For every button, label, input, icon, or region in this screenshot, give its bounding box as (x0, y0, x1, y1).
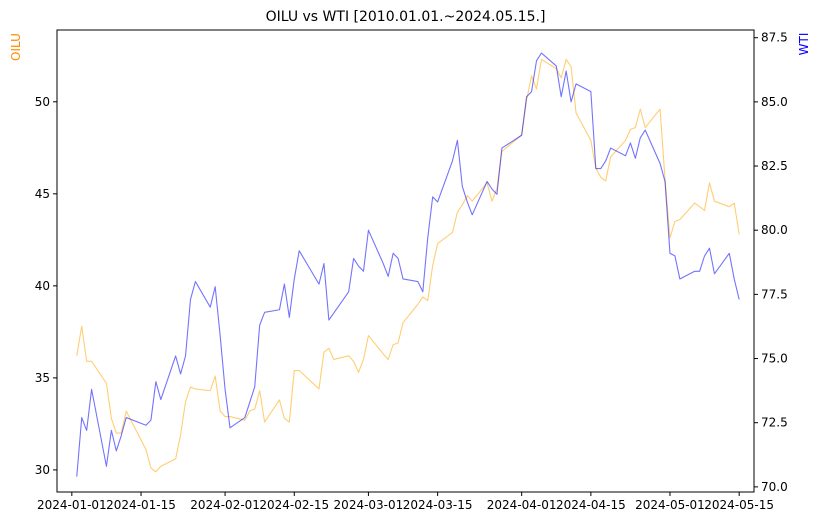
left-y-tick-label: 50 (35, 95, 50, 109)
right-y-tick-label: 85.0 (761, 95, 788, 109)
series-line-wti (76, 52, 740, 477)
left-y-tick-label: 40 (35, 279, 50, 293)
left-y-tick-label: 35 (35, 371, 50, 385)
x-tick-label: 2024-03-01 (334, 498, 404, 512)
right-y-tick-label: 77.5 (761, 287, 788, 301)
right-y-tick-label: 72.5 (761, 416, 788, 430)
x-tick-label: 2024-04-01 (487, 498, 557, 512)
x-tick-label: 2024-02-15 (259, 498, 329, 512)
left-y-tick-label: 45 (35, 187, 50, 201)
x-tick-label: 2024-01-15 (106, 498, 176, 512)
x-tick-label: 2024-01-01 (37, 498, 107, 512)
left-y-tick-label: 30 (35, 463, 50, 477)
right-y-tick-label: 80.0 (761, 223, 788, 237)
series-layer (76, 52, 740, 477)
left-axis-label: OILU (9, 33, 23, 61)
x-tick-label: 2024-05-01 (635, 498, 705, 512)
series-line-oilu (76, 58, 740, 473)
x-tick-label: 2024-05-15 (704, 498, 774, 512)
right-y-tick-label: 87.5 (761, 31, 788, 45)
right-y-tick-label: 75.0 (761, 352, 788, 366)
right-axis-label: WTI (797, 33, 811, 56)
right-y-tick-label: 82.5 (761, 159, 788, 173)
right-y-tick-label: 70.0 (761, 480, 788, 494)
plot-frame (56, 29, 755, 493)
chart-title: OILU vs WTI [2010.01.01.~2024.05.15.] (266, 9, 546, 25)
x-tick-label: 2024-03-15 (403, 498, 473, 512)
axes-layer: 2024-01-01 2024-01-15 2024-02-01 2024-02-15… (35, 31, 788, 512)
x-tick-label: 2024-02-01 (190, 498, 260, 512)
x-tick-label: 2024-04-15 (556, 498, 626, 512)
